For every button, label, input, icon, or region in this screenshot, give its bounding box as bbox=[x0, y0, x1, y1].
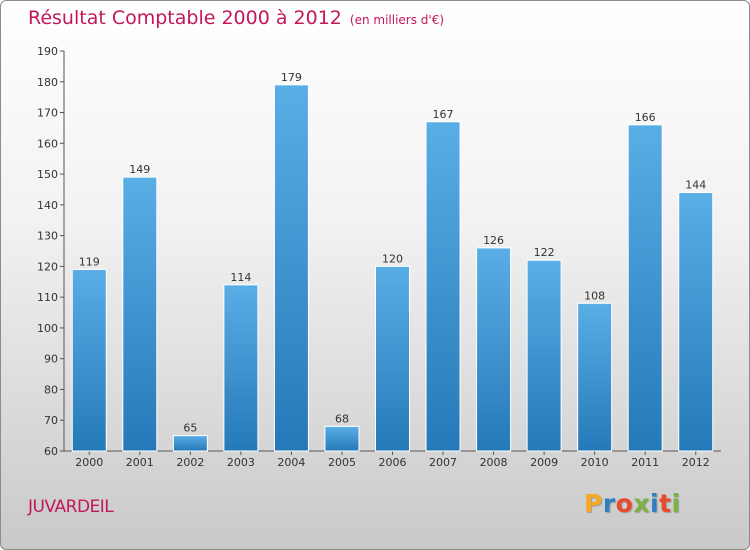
x-tick-label: 2006 bbox=[379, 456, 407, 469]
y-tick-label: 150 bbox=[37, 168, 58, 181]
x-tick-label: 2007 bbox=[429, 456, 457, 469]
y-tick-label: 80 bbox=[44, 383, 58, 396]
x-tick-label: 2012 bbox=[682, 456, 710, 469]
x-tick-label: 2005 bbox=[328, 456, 356, 469]
data-label: 179 bbox=[281, 71, 302, 84]
data-label: 122 bbox=[534, 246, 555, 259]
y-tick-label: 170 bbox=[37, 107, 58, 120]
data-label: 65 bbox=[183, 422, 197, 435]
data-label: 108 bbox=[584, 289, 605, 302]
data-label: 114 bbox=[230, 271, 251, 284]
bar-2008 bbox=[476, 247, 512, 452]
bars: 119 149 65 114 179 68 120 167 126 122 108 166 144 bbox=[71, 71, 714, 452]
y-tick-label: 110 bbox=[37, 291, 58, 304]
x-tick-label: 2004 bbox=[277, 456, 305, 469]
y-tick-label: 120 bbox=[37, 260, 58, 273]
bar-2002 bbox=[172, 435, 208, 452]
data-label: 120 bbox=[382, 252, 403, 265]
logo-letter: i bbox=[671, 489, 681, 518]
x-tick-label: 2011 bbox=[631, 456, 659, 469]
y-tick-label: 140 bbox=[37, 199, 58, 212]
data-label: 166 bbox=[635, 111, 656, 124]
y-tick-label: 190 bbox=[37, 45, 58, 58]
x-tick-label: 2003 bbox=[227, 456, 255, 469]
bar-chart: 60 70 80 90 100 110 120 130 140 150 160 170 180 190 20… bbox=[37, 45, 721, 469]
x-tick-label: 2002 bbox=[176, 456, 204, 469]
bar-2004 bbox=[273, 84, 309, 452]
bar-2007 bbox=[425, 121, 461, 452]
data-label: 144 bbox=[685, 179, 706, 192]
data-label: 126 bbox=[483, 234, 504, 247]
data-label: 119 bbox=[79, 255, 100, 268]
logo-letter: P bbox=[584, 489, 603, 518]
bar-2003 bbox=[223, 284, 259, 452]
bar-2009 bbox=[526, 259, 562, 452]
commune-name: JUVARDEIL bbox=[28, 497, 114, 517]
data-label: 167 bbox=[433, 108, 454, 121]
data-label: 68 bbox=[335, 412, 349, 425]
y-tick-label: 130 bbox=[37, 230, 58, 243]
y-tick-label: 90 bbox=[44, 353, 58, 366]
bar-2005 bbox=[324, 425, 360, 452]
bar-2012 bbox=[678, 192, 714, 452]
x-tick-label: 2008 bbox=[480, 456, 508, 469]
x-tick-label: 2000 bbox=[75, 456, 103, 469]
logo-letter: o bbox=[615, 489, 634, 518]
chart-subtitle: (en milliers d'€) bbox=[349, 13, 445, 27]
x-tick-label: 2001 bbox=[126, 456, 154, 469]
y-tick-label: 100 bbox=[37, 322, 58, 335]
bar-2010 bbox=[577, 302, 613, 452]
y-tick-label: 180 bbox=[37, 76, 58, 89]
y-tick-label: 60 bbox=[44, 445, 58, 458]
proxiti-logo: Proxiti bbox=[584, 489, 681, 518]
bar-2006 bbox=[375, 265, 410, 452]
bar-2011 bbox=[627, 124, 663, 452]
chart-title: Résultat Comptable 2000 à 2012 (en millie… bbox=[28, 7, 445, 29]
x-tick-label: 2010 bbox=[581, 456, 609, 469]
logo-letter: x bbox=[633, 489, 650, 518]
logo-letter: i bbox=[650, 489, 660, 518]
bar-2000 bbox=[71, 268, 107, 452]
logo-letter: r bbox=[602, 489, 616, 518]
logo-letter: t bbox=[659, 489, 672, 518]
data-label: 149 bbox=[129, 163, 150, 176]
y-tick-label: 70 bbox=[44, 414, 58, 427]
x-tick-label: 2009 bbox=[530, 456, 558, 469]
y-tick-label: 160 bbox=[37, 137, 58, 150]
bar-2001 bbox=[122, 176, 158, 452]
